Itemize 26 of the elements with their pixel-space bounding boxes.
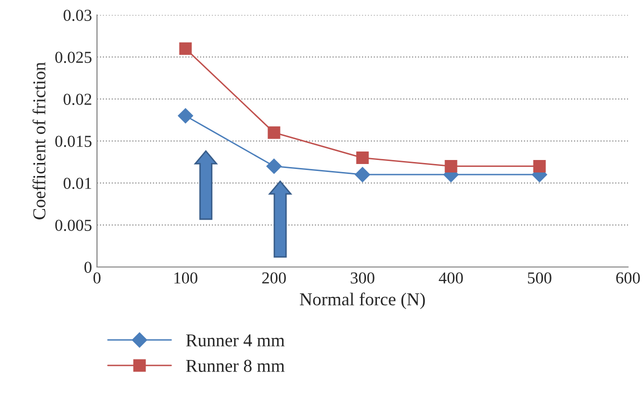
x-tick-label: 600 (616, 272, 640, 284)
x-tick-label: 0 (93, 272, 101, 284)
legend-label: Runner 4 mm (186, 334, 285, 346)
point (356, 152, 369, 164)
y-tick-label: 0.02 (64, 94, 92, 106)
point (444, 160, 458, 172)
point (533, 160, 546, 172)
legend-label: Runner 8 mm (186, 360, 285, 372)
x-tick-label: 100 (174, 272, 198, 284)
y-tick-label: 0.03 (64, 10, 92, 22)
point (268, 126, 280, 139)
y-tick-label: 0.025 (55, 52, 92, 64)
y-tick-label: 0.005 (55, 220, 92, 232)
y-tick-label: 0.01 (64, 178, 92, 190)
y-tick-label: 0.015 (55, 136, 92, 148)
x-tick-label: 400 (438, 272, 463, 284)
point (354, 167, 370, 182)
x-tick-label: 200 (262, 272, 286, 284)
point (178, 108, 194, 124)
y-tick-label: 0 (84, 262, 92, 273)
x-tick-label: 300 (350, 272, 374, 284)
y-axis-title: Coefficient of friction (32, 62, 46, 220)
x-axis-title: Normal force (N) (300, 292, 425, 310)
x-tick-label: 500 (528, 272, 552, 284)
point (179, 42, 192, 55)
point (266, 158, 282, 174)
